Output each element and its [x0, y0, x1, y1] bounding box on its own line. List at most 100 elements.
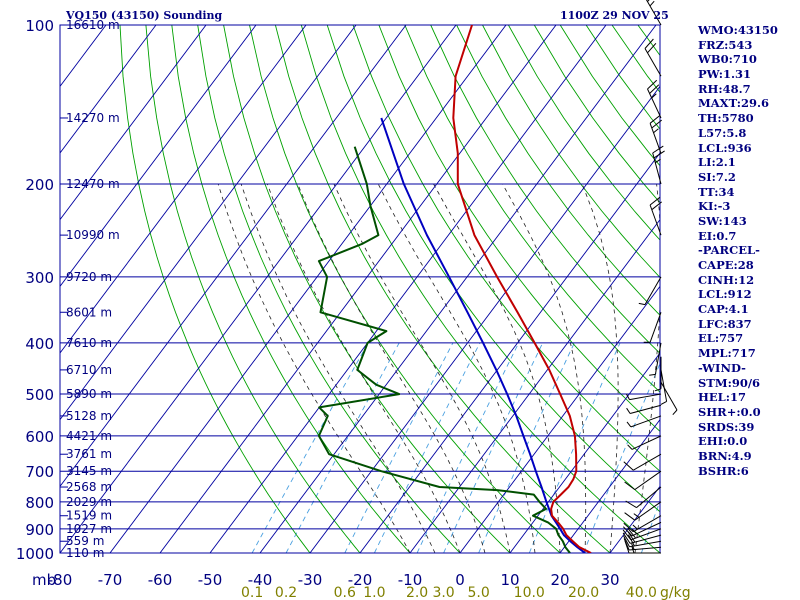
wind-barb: [622, 527, 662, 541]
wind-barb: [660, 369, 668, 405]
height-label: 1519 m: [66, 509, 112, 523]
stability-index-item: SHR+:0.0: [698, 404, 761, 419]
pressure-tick-label: 1000: [16, 545, 54, 563]
moist-adiabat-line: [333, 183, 511, 553]
stability-index-item: -PARCEL-: [698, 243, 760, 258]
height-label: 2568 m: [66, 480, 112, 494]
moist-adiabat-line: [433, 183, 561, 553]
temperature-tick-label: -20: [348, 571, 373, 589]
isotherm-line: [159, 25, 557, 553]
pressure-tick-label: 200: [25, 176, 54, 194]
dry-adiabat-line: [300, 25, 660, 553]
isotherm-line: [60, 25, 257, 288]
wind-barb: [624, 501, 662, 521]
height-label: 6710 m: [66, 363, 112, 377]
stability-index-item: TH:5780: [698, 111, 754, 126]
stability-indices-panel: WMO:43150 FRZ:543 WB0:710 PW:1.31 RH:48.7 MAX…: [698, 23, 778, 478]
mixing-ratio-label: 3.0: [432, 585, 454, 600]
dry-adiabat-line: [223, 25, 511, 553]
mixing-ratio-label: 20.0: [568, 585, 599, 600]
pressure-tick-label: 500: [25, 386, 54, 404]
temperature-tick-label: -40: [248, 571, 273, 589]
height-label: 5128 m: [66, 409, 112, 423]
isotherm-line: [60, 25, 307, 354]
wind-barb: [626, 415, 662, 428]
stability-index-item: SI:7.2: [698, 169, 736, 184]
stability-index-item: LCL:912: [698, 287, 752, 302]
plot-frame: [59, 24, 661, 554]
stability-index-item: CAP:4.1: [698, 302, 749, 317]
height-label: 110 m: [66, 546, 104, 560]
temperature-tick-label: -50: [198, 571, 223, 589]
dry-adiabat-line: [352, 25, 660, 472]
mixing-ratio-label: 2.0: [406, 585, 428, 600]
stability-index-item: WB0:710: [698, 52, 757, 67]
dry-adiabat-line: [249, 25, 561, 553]
stability-index-item: -WIND-: [698, 360, 746, 375]
sounding-datetime: 1100Z 29 NOV 25: [560, 9, 669, 22]
isotherm-line: [259, 25, 657, 553]
height-label: 3145 m: [66, 464, 112, 478]
temperature-tick-label: 30: [600, 571, 619, 589]
height-label: 1027 m: [66, 522, 112, 536]
mixing-ratio-label: 1.0: [363, 585, 385, 600]
wind-barb: [623, 453, 662, 471]
stability-index-item: MPL:717: [698, 346, 756, 361]
dry-adiabat-line: [197, 25, 461, 553]
parcel-trace-line: [380, 117, 586, 553]
wind-barb: [638, 276, 662, 306]
dry-adiabat-line: [482, 25, 660, 279]
moist-adiabat-line: [634, 183, 660, 553]
pressure-tick-label: 400: [25, 335, 54, 353]
height-label: 10990 m: [66, 228, 120, 242]
temperature-line: [452, 25, 592, 553]
wind-barb: [647, 79, 662, 119]
stability-index-item: LFC:837: [698, 316, 752, 331]
wind-barb: [660, 382, 678, 416]
dry-adiabat-line: [145, 25, 361, 553]
dry-adiabat-line: [404, 25, 660, 393]
dry-adiabat-line: [171, 25, 411, 553]
pressure-tick-label: 600: [25, 428, 54, 446]
mixing-ratio-line: [583, 362, 660, 553]
stability-index-item: KI:-3: [698, 199, 731, 214]
isotherm-line: [559, 418, 660, 553]
height-label: 14270 m: [66, 111, 120, 125]
wind-barb: [627, 435, 662, 450]
mixing-ratio-line: [251, 342, 369, 553]
mixing-ratio-label: 10.0: [514, 585, 545, 600]
height-label: 559 m: [66, 534, 104, 548]
isotherm-line: [60, 25, 457, 553]
wind-barb: [645, 0, 662, 26]
wind-barb: [652, 145, 665, 185]
dewpoint-line: [317, 146, 571, 553]
height-label: 4421 m: [66, 429, 112, 443]
temperature-tick-label: -10: [398, 571, 423, 589]
stability-index-item: STM:90/6: [698, 375, 761, 390]
isotherm-line: [60, 25, 157, 154]
temperature-tick-label: 0: [455, 571, 465, 589]
dry-adiabat-line: [274, 25, 611, 553]
temperature-tick-label: 10: [500, 571, 519, 589]
dry-adiabat-line: [430, 25, 660, 355]
stability-index-item: PW:1.31: [698, 67, 752, 82]
isotherm-line: [459, 285, 660, 553]
moist-adiabat-line: [581, 183, 619, 553]
isotherm-line: [60, 25, 207, 221]
mixing-ratio-line: [373, 342, 481, 553]
moist-adiabat-line: [502, 183, 587, 553]
mixing-ratio-label: 0.6: [334, 585, 356, 600]
stability-index-item: EHI:0.0: [698, 434, 748, 449]
stability-index-item: CINH:12: [698, 272, 755, 287]
mixing-ratio-label: 40.0: [626, 585, 657, 600]
stability-index-item: LI:2.1: [698, 155, 736, 170]
isotherm-line: [209, 25, 607, 553]
moist-adiabat-line: [240, 183, 436, 553]
mixing-ratio-label: 0.1: [241, 585, 263, 600]
wind-barb: [654, 356, 662, 392]
isotherm-line: [359, 152, 660, 553]
height-label: 2029 m: [66, 495, 112, 509]
stability-index-item: L57:5.8: [698, 125, 747, 140]
moist-adiabat-line: [377, 183, 536, 553]
